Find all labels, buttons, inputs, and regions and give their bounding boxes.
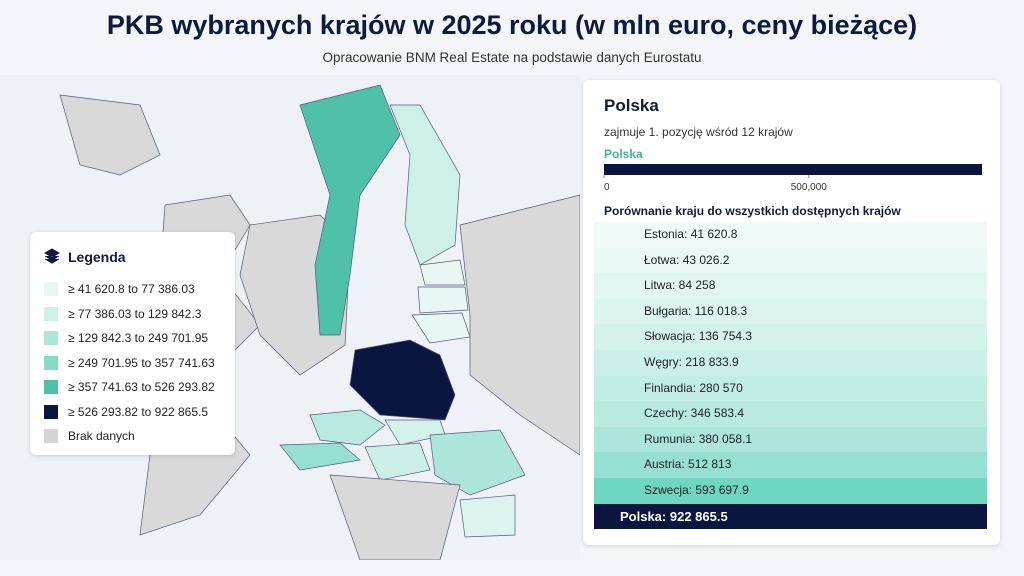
legend-swatch [44,355,58,370]
country [419,259,466,286]
country [279,442,361,471]
country [309,409,386,446]
legend-swatch [44,429,58,443]
country [429,429,526,496]
comparison-row: Finlandia: 280 570 [594,375,987,402]
legend-item: ≥ 249 701.95 to 357 741.63 [44,355,215,370]
legend-swatch [44,282,58,296]
panel-subtitle: zajmuje 1. pozycję wśród 12 krajów [604,125,793,139]
map [0,75,580,560]
comparison-row: Rumunia: 380 058.1 [594,426,987,453]
page-title: PKB wybranych krajów w 2025 roku (w mln … [106,10,918,40]
comparison-title: Porównanie kraju do wszystkich dostępnyc… [604,204,901,218]
legend-item: ≥ 129 842.3 to 249 701.95 [44,331,208,345]
legend-swatch [44,331,58,345]
legend-label: ≥ 129 842.3 to 249 701.95 [68,331,209,345]
comparison-row: Austria: 512 813 [594,452,987,478]
country [59,94,161,176]
legend-icon [44,248,60,264]
legend-label: ≥ 526 293.82 to 922 865.5 [68,404,209,419]
legend-item: ≥ 526 293.82 to 922 865.5 [44,404,209,419]
comparison-row: Słowacja: 136 754.3 [594,324,987,350]
legend-item: ≥ 357 741.63 to 526 293.82 [44,380,215,394]
legend-item: Brak danych [44,429,135,443]
bar-chart: 0 500,000 [603,164,982,193]
country [364,442,431,481]
panel-title: Polska [604,96,659,115]
legend-label: ≥ 249 701.95 to 357 741.63 [68,355,215,370]
info-panel: Polska zajmuje 1. pozycję wśród 12 krajó… [583,80,1000,545]
bar-label: Polska [604,147,643,161]
bar [604,164,982,175]
country [459,194,580,456]
country [349,339,456,421]
comparison-row: Węgry: 218 833.9 [594,350,987,376]
legend-label: ≥ 77 386.03 to 129 842.3 [68,306,202,321]
country [389,104,461,266]
comparison-row: Łotwa: 43 026.2 [594,247,987,274]
legend-swatch [44,380,58,394]
legend-label: ≥ 41 620.8 to 77 386.03 [68,282,195,296]
legend-title: Legenda [68,249,126,265]
x-tick-label: 0 [604,182,610,193]
legend-item: ≥ 77 386.03 to 129 842.3 [44,306,202,321]
legend-label: ≥ 357 741.63 to 526 293.82 [68,380,215,394]
comparison-row: Bułgaria: 116 018.3 [594,298,987,325]
x-tick-label: 500,000 [791,182,828,193]
country [299,84,401,336]
comparison-row: Szwecja: 593 697.9 [594,478,987,504]
comparison-row: Estonia: 41 620.8 [594,222,987,248]
comparison-row: Czechy: 346 583.4 [594,401,987,427]
country [329,474,461,560]
comparison-row: Polska: 922 865.5 [594,503,987,530]
country [417,286,469,314]
legend-item: ≥ 41 620.8 to 77 386.03 [44,282,195,296]
comparison-row: Litwa: 84 258 [594,273,987,299]
country [459,494,516,538]
legend-label: Brak danych [68,429,135,443]
legend-swatch [44,404,58,419]
legend-swatch [44,306,58,321]
page-subtitle: Opracowanie BNM Real Estate na podstawie… [322,50,702,65]
legend: Legenda ≥ 41 620.8 to 77 386.03 ≥ 77 386.… [30,232,235,455]
